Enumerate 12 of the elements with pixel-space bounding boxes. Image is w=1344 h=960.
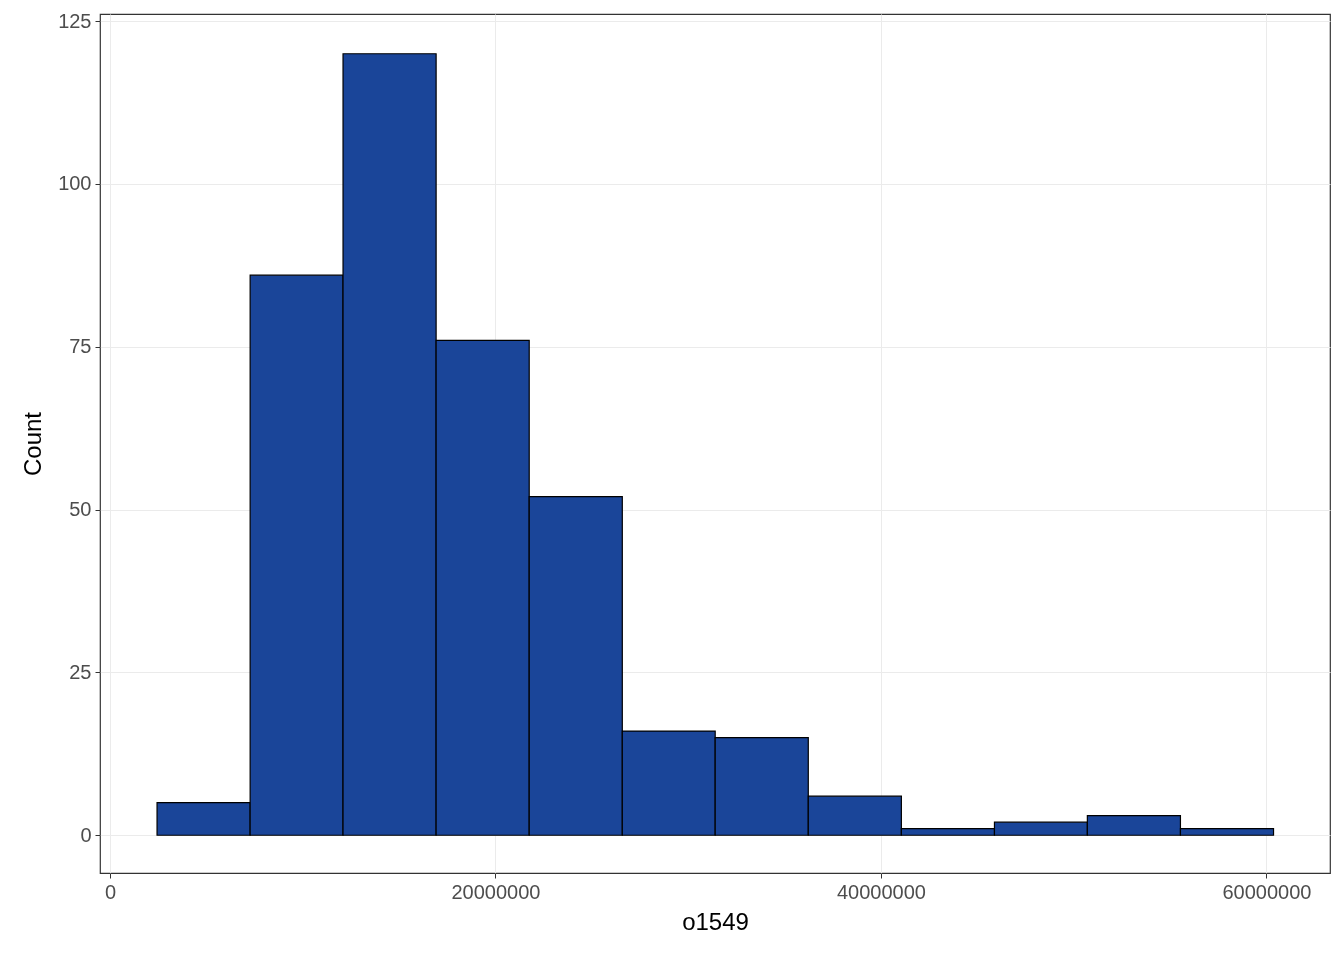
y-axis-title: Count: [19, 411, 47, 477]
y-tick-label: 75: [69, 335, 92, 358]
x-tick-label: 20000000: [451, 880, 541, 903]
x-tick-label: 40000000: [836, 880, 926, 903]
y-tick-label: 25: [69, 660, 92, 683]
y-tick-label: 125: [58, 9, 92, 32]
y-tick-label: 50: [69, 498, 92, 521]
x-tick-label: 0: [104, 880, 117, 903]
y-tick-label: 100: [58, 172, 92, 195]
x-axis-title: o1549: [682, 907, 749, 935]
y-tick-label: 0: [80, 823, 92, 846]
x-tick-label: 60000000: [1222, 880, 1312, 903]
